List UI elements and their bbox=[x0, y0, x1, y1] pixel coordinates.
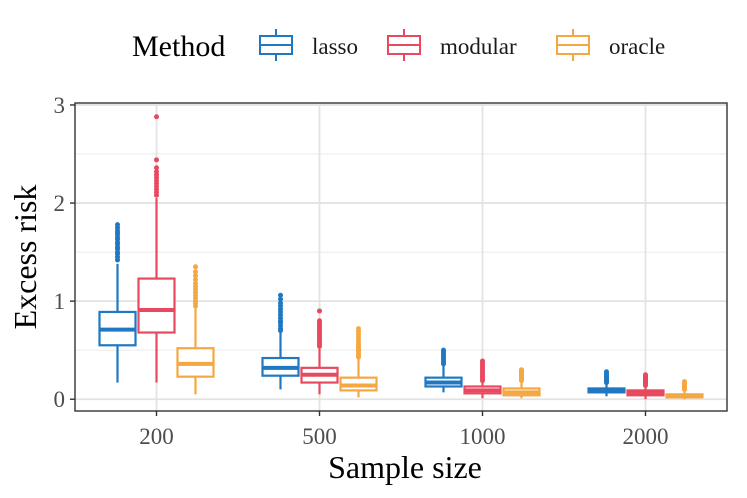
box-oracle-200 bbox=[176, 264, 215, 395]
legend-item-oracle: oracle bbox=[556, 29, 665, 61]
y-tick-label: 1 bbox=[54, 289, 66, 314]
box-oracle-1000 bbox=[502, 367, 541, 399]
y-tick-label: 3 bbox=[54, 93, 66, 118]
plot-panel bbox=[74, 102, 728, 412]
boxes bbox=[98, 114, 704, 400]
outlier-point bbox=[643, 372, 648, 378]
outlier-point bbox=[193, 277, 198, 283]
x-tick-label: 1000 bbox=[460, 424, 506, 449]
x-axis-title: Sample size bbox=[328, 449, 482, 485]
x-tick-label: 500 bbox=[302, 424, 337, 449]
outlier-point bbox=[115, 222, 120, 228]
outlier-point bbox=[193, 273, 198, 279]
legend-item-lasso: lasso bbox=[259, 29, 358, 61]
outlier-point bbox=[154, 114, 159, 120]
outlier-point bbox=[193, 264, 198, 270]
outlier-point bbox=[519, 367, 524, 373]
legend-item-modular: modular bbox=[387, 29, 517, 61]
outlier-point bbox=[317, 308, 322, 314]
box-modular-1000 bbox=[463, 358, 502, 399]
box-iqr bbox=[137, 277, 176, 334]
box-modular-200 bbox=[137, 114, 176, 383]
x-axis: 200 500 1000 2000 bbox=[139, 411, 669, 449]
outlier-point bbox=[317, 318, 322, 324]
legend-label: oracle bbox=[609, 34, 665, 59]
legend: Method lasso modular oracle bbox=[132, 29, 665, 63]
box-modular-2000 bbox=[626, 372, 665, 400]
y-axis-title: Excess risk bbox=[7, 185, 43, 330]
outlier-point bbox=[193, 269, 198, 275]
outlier-point bbox=[154, 169, 159, 175]
panel-border bbox=[74, 102, 728, 412]
box-modular-500 bbox=[300, 308, 339, 395]
x-tick-label: 200 bbox=[139, 424, 174, 449]
x-tick-label: 2000 bbox=[623, 424, 669, 449]
legend-items: lasso modular oracle bbox=[259, 29, 665, 61]
y-axis: 0 1 2 3 bbox=[54, 93, 75, 412]
outlier-point bbox=[682, 379, 687, 385]
outlier-point bbox=[441, 347, 446, 353]
outlier-point bbox=[604, 369, 609, 375]
outlier-point bbox=[356, 326, 361, 332]
box-oracle-2000 bbox=[665, 379, 704, 400]
outlier-point bbox=[480, 358, 485, 364]
box-lasso-2000 bbox=[587, 369, 626, 397]
outlier-point bbox=[278, 292, 283, 298]
box-lasso-500 bbox=[261, 292, 300, 390]
outlier-point bbox=[278, 296, 283, 302]
y-tick-label: 0 bbox=[54, 387, 66, 412]
outlier-point bbox=[278, 300, 283, 306]
box-oracle-500 bbox=[339, 326, 378, 398]
legend-label: modular bbox=[440, 34, 517, 59]
y-tick-label: 2 bbox=[54, 191, 66, 216]
grid-lines bbox=[75, 103, 727, 411]
box-lasso-200 bbox=[98, 222, 137, 383]
legend-title: Method bbox=[132, 30, 225, 63]
outlier-point bbox=[154, 165, 159, 171]
outlier-point bbox=[193, 280, 198, 286]
outlier-point bbox=[154, 157, 159, 163]
box-lasso-1000 bbox=[424, 347, 463, 393]
legend-label: lasso bbox=[312, 34, 358, 59]
